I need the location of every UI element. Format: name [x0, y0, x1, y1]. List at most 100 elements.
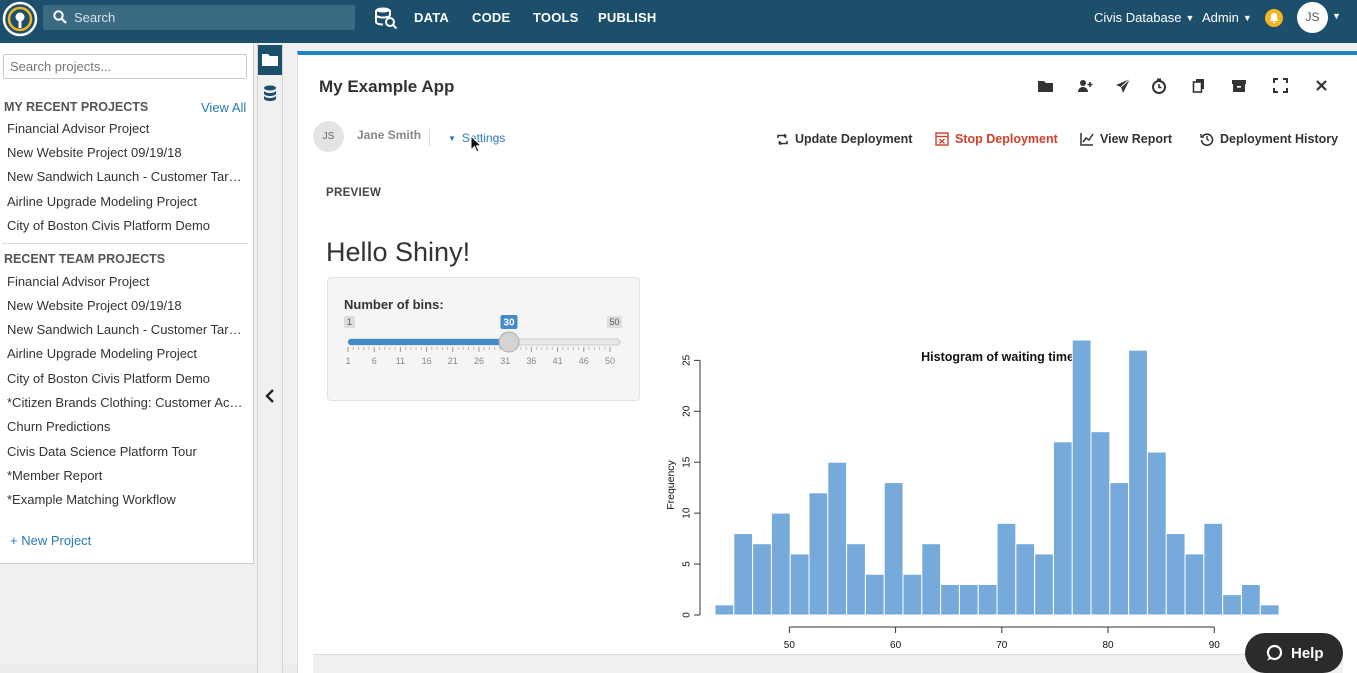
data-search-icon[interactable]: [374, 6, 398, 30]
histogram-bar: [1071, 339, 1092, 616]
close-icon[interactable]: [1316, 80, 1327, 91]
preview-label: PREVIEW: [326, 187, 382, 199]
recent-project-item[interactable]: Airline Upgrade Modeling Project: [7, 194, 198, 209]
mouse-cursor-icon: [470, 135, 482, 153]
civis-logo-icon[interactable]: [2, 1, 38, 37]
histogram-bar: [789, 553, 810, 616]
slider-tick-label: 31: [500, 356, 510, 366]
histogram-bar: [1090, 431, 1111, 616]
team-project-item[interactable]: City of Boston Civis Platform Demo: [7, 371, 211, 386]
chevron-down-icon: ▼: [1185, 13, 1195, 23]
slider-panel: Number of bins: 1 6 11 16 21 26 31 36 41 46 50 1 50 3…: [327, 277, 640, 401]
slider-value-badge: [500, 315, 518, 329]
recent-project-item[interactable]: New Website Project 09/19/18: [7, 145, 182, 160]
update-deployment-button[interactable]: Update Deployment: [776, 132, 912, 146]
slider-max-label: 50: [609, 317, 619, 327]
notification-bell-icon[interactable]: [1265, 9, 1283, 27]
team-project-item[interactable]: New Website Project 09/19/18: [7, 298, 182, 313]
histogram-bar: [752, 543, 772, 616]
x-axis-tick-label: 80: [1102, 640, 1114, 651]
fullscreen-icon[interactable]: [1273, 78, 1288, 93]
stop-deployment-label: Stop Deployment: [955, 132, 1058, 146]
team-project-item[interactable]: Airline Upgrade Modeling Project: [7, 346, 198, 361]
view-all-link[interactable]: View All: [201, 100, 247, 115]
archive-icon[interactable]: [1231, 78, 1247, 94]
help-button[interactable]: Help: [1245, 633, 1343, 673]
chevron-down-icon: ▼: [448, 134, 456, 143]
nav-tools[interactable]: TOOLS: [533, 10, 579, 25]
divider: [2, 243, 248, 244]
collapse-sidebar-icon[interactable]: [265, 389, 275, 403]
y-axis-tick-label: 5: [682, 561, 693, 567]
slider-handle[interactable]: [498, 331, 520, 353]
y-axis-tick-label: 0: [682, 612, 693, 618]
folder-icon: [262, 54, 278, 66]
slider-min-badge: [344, 316, 355, 328]
histogram-bar: [1203, 522, 1224, 616]
slider-tick-label: 46: [579, 356, 589, 366]
x-axis-tick-label: 90: [1209, 640, 1221, 651]
recent-projects-header: MY RECENT PROJECTS: [4, 100, 149, 114]
owner-name: Jane Smith: [357, 128, 422, 142]
stop-deployment-button[interactable]: Stop Deployment: [935, 132, 1058, 146]
recent-project-item[interactable]: City of Boston Civis Platform Demo: [7, 218, 211, 233]
team-project-item[interactable]: Civis Data Science Platform Tour: [7, 444, 197, 459]
recent-project-item[interactable]: Financial Advisor Project: [7, 121, 150, 136]
user-avatar[interactable]: JS: [1297, 2, 1328, 33]
project-search-input[interactable]: [3, 54, 247, 79]
team-project-item[interactable]: Financial Advisor Project: [7, 274, 150, 289]
histogram-bar: [846, 543, 866, 616]
refresh-icon: [777, 133, 788, 146]
sidebar-footer-shadow: [0, 664, 297, 673]
bins-label: Number of bins:: [344, 297, 444, 312]
deployment-history-button[interactable]: Deployment History: [1200, 132, 1338, 146]
histogram-bar: [940, 583, 960, 616]
team-project-item[interactable]: *Member Report: [7, 468, 103, 483]
slider-tick-label: 36: [526, 356, 536, 366]
team-project-item[interactable]: *Citizen Brands Clothing: Customer Acqui…: [7, 395, 247, 410]
top-navigation-bar: Search DATA CODE TOOLS PUBLISH Civis Dat…: [0, 0, 1357, 43]
app-title: My Example App: [319, 77, 455, 96]
chat-bubble-icon: [1266, 644, 1283, 661]
y-axis-tick-label: 15: [682, 456, 693, 468]
share-user-icon[interactable]: [1077, 78, 1094, 94]
team-project-item[interactable]: Churn Predictions: [7, 419, 111, 434]
nav-data[interactable]: DATA: [414, 10, 449, 25]
slider-value-label: 30: [503, 318, 515, 329]
divider: [429, 129, 430, 146]
x-axis-tick-label: 70: [996, 640, 1008, 651]
team-project-item[interactable]: *Example Matching Workflow: [7, 492, 176, 507]
histogram-bar: [1034, 553, 1054, 616]
nav-code[interactable]: CODE: [472, 10, 511, 25]
database-selector[interactable]: Civis Database ▼: [1094, 10, 1194, 25]
histogram-bar: [827, 461, 848, 616]
histogram-bar: [808, 492, 829, 616]
global-search-input[interactable]: Search: [43, 5, 355, 30]
database-icon[interactable]: [262, 84, 278, 104]
copy-icon[interactable]: [1192, 78, 1206, 94]
histogram-bar: [1222, 594, 1242, 616]
admin-label: Admin: [1202, 10, 1239, 25]
slider-tick-label: 26: [474, 356, 484, 366]
team-project-item[interactable]: New Sandwich Launch - Customer Targeting: [7, 322, 247, 337]
histogram-bar: [921, 543, 942, 616]
admin-menu[interactable]: Admin ▼: [1202, 10, 1252, 25]
nav-publish[interactable]: PUBLISH: [598, 10, 657, 25]
slider-max-badge: [607, 316, 622, 328]
send-icon[interactable]: [1115, 78, 1131, 94]
y-axis-tick-label: 10: [682, 507, 693, 519]
app-panel: My Example App JS Jane Smith ▼ Settings U…: [297, 51, 1357, 673]
chevron-down-icon[interactable]: ▼: [1332, 11, 1341, 21]
schedule-icon[interactable]: [1151, 78, 1167, 94]
histogram-bar: [1109, 482, 1130, 616]
folder-icon[interactable]: [1037, 78, 1054, 94]
histogram-bar: [1259, 604, 1280, 616]
recent-project-item[interactable]: New Sandwich Launch - Customer Targeting: [7, 169, 247, 184]
histogram-bar: [770, 512, 791, 616]
chart-title: Histogram of waiting times: [921, 350, 1081, 364]
new-project-link[interactable]: + New Project: [10, 533, 92, 548]
projects-tab[interactable]: [258, 45, 282, 75]
stop-deployment-icon: [935, 132, 949, 146]
view-report-button[interactable]: View Report: [1080, 132, 1172, 146]
